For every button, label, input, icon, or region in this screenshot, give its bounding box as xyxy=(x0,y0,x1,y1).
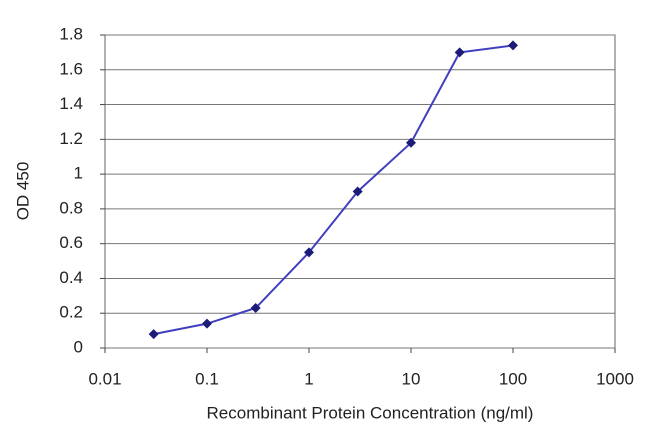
y-tick-label: 1.8 xyxy=(59,24,83,43)
y-tick-label: 1.4 xyxy=(59,94,83,113)
marker xyxy=(508,40,518,51)
y-tick-label: 1 xyxy=(74,164,83,183)
marker xyxy=(352,186,363,197)
marker xyxy=(406,137,416,148)
marker xyxy=(304,247,314,258)
line xyxy=(153,44,514,336)
x-tick-label: 1000 xyxy=(596,369,634,388)
y-tick-label: 0.6 xyxy=(59,233,83,252)
marker xyxy=(148,329,159,340)
y-axis-label: OD 450 xyxy=(13,162,32,221)
x-tick-label: 1 xyxy=(304,369,313,388)
marker xyxy=(454,47,465,58)
x-axis-label: Recombinant Protein Concentration (ng/ml… xyxy=(207,403,534,422)
x-tick-label: 10 xyxy=(402,369,421,388)
x-tick-label: 0.1 xyxy=(195,369,219,388)
y-tick-label: 0.8 xyxy=(59,198,83,217)
x-tick-label: 0.01 xyxy=(88,369,121,388)
y-tick-label: 0.2 xyxy=(59,303,83,322)
x-tick-label: 100 xyxy=(499,369,527,388)
y-tick-label: 1.6 xyxy=(59,59,83,78)
y-tick-label: 1.2 xyxy=(59,129,83,148)
y-tick-label: 0.4 xyxy=(59,268,83,287)
y-tick-label: 0 xyxy=(74,337,83,356)
marker xyxy=(250,303,261,314)
marker xyxy=(202,318,212,329)
